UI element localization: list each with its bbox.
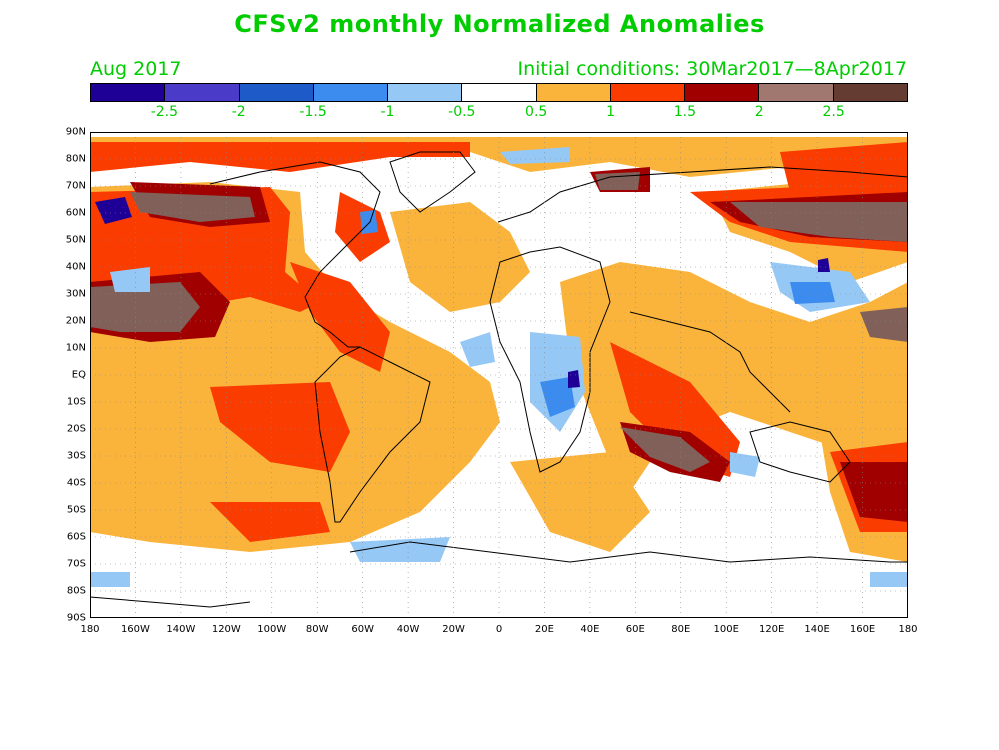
colorbar-segment <box>313 84 389 101</box>
latitude-label: 10S <box>66 396 86 408</box>
longitude-label: 120E <box>758 624 785 635</box>
longitude-label: 20W <box>442 624 465 635</box>
latitude-label: 80S <box>66 585 86 597</box>
colorbar-segment <box>388 84 463 101</box>
latitude-label: 30N <box>65 288 86 300</box>
longitude-label: 160W <box>120 624 150 635</box>
colorbar-segment <box>833 84 907 101</box>
coastlines <box>90 151 908 608</box>
map-title: CFSv2 monthly Normalized Anomalies <box>234 10 765 38</box>
colorbar-segment <box>610 84 686 101</box>
colorbar-label: -1.5 <box>299 104 327 120</box>
colorbar-label: 2 <box>754 104 764 120</box>
colorbar-segment <box>239 84 314 101</box>
colorbar <box>90 83 908 102</box>
grid <box>90 132 908 618</box>
latitude-label: 50S <box>66 504 86 516</box>
latitude-label: 50N <box>65 234 86 246</box>
colorbar-label: 0.5 <box>525 104 548 120</box>
longitude-label: 0 <box>495 624 503 635</box>
longitude-label: 60E <box>625 624 645 635</box>
longitude-label: 100W <box>257 624 287 635</box>
latitude-label: EQ <box>71 369 86 381</box>
colorbar-segment <box>759 84 834 101</box>
longitude-label: 60W <box>351 624 374 635</box>
colorbar-segment <box>91 84 166 101</box>
latitude-label: 40N <box>65 261 86 273</box>
anomaly-fill-brown <box>90 172 908 472</box>
colorbar-label: 1 <box>606 104 615 120</box>
latitude-label: 80N <box>65 153 86 165</box>
longitude-label: 140W <box>166 624 196 635</box>
longitude-label: 120W <box>211 624 241 635</box>
latitude-label: 20N <box>65 315 86 327</box>
colorbar-label: 1.5 <box>673 104 697 120</box>
longitude-label: 20E <box>534 624 554 635</box>
longitude-label: 100E <box>713 624 739 635</box>
latitude-label: 40S <box>66 477 86 489</box>
colorbar-label: -1 <box>380 104 395 120</box>
colorbar-label: -0.5 <box>448 104 476 120</box>
valid-month: Aug 2017 <box>90 58 182 80</box>
longitude-label: 140E <box>804 624 830 635</box>
colorbar-label: 2.5 <box>822 104 845 120</box>
latitude-label: 60S <box>66 531 86 543</box>
longitude-label: 180 <box>80 624 100 635</box>
colorbar-segment <box>165 84 240 101</box>
latitude-label: 10N <box>65 342 86 354</box>
longitude-label: 160E <box>849 624 876 635</box>
latitude-label: 30S <box>66 450 86 462</box>
colorbar-label: -2.5 <box>150 104 179 120</box>
latitude-label: 90S <box>66 612 86 624</box>
colorbar-label: -2 <box>231 104 246 120</box>
longitude-label: 180 <box>898 624 918 635</box>
anomaly-map <box>90 132 908 618</box>
colorbar-segment <box>685 84 760 101</box>
longitude-label: 80E <box>671 624 691 635</box>
initial-conditions: Initial conditions: 30Mar2017—8Apr2017 <box>517 58 908 80</box>
latitude-label: 60N <box>65 207 86 219</box>
longitude-label: 80W <box>305 624 329 635</box>
longitude-label: 40W <box>396 624 420 635</box>
longitude-label: 40E <box>580 624 600 635</box>
latitude-label: 20S <box>66 423 86 435</box>
anomaly-fill-darkblue <box>95 197 830 388</box>
latitude-label: 70S <box>66 558 86 570</box>
latitude-label: 90N <box>65 126 86 138</box>
colorbar-segment <box>462 84 537 101</box>
colorbar-segment <box>536 84 611 101</box>
latitude-label: 70N <box>65 180 86 192</box>
